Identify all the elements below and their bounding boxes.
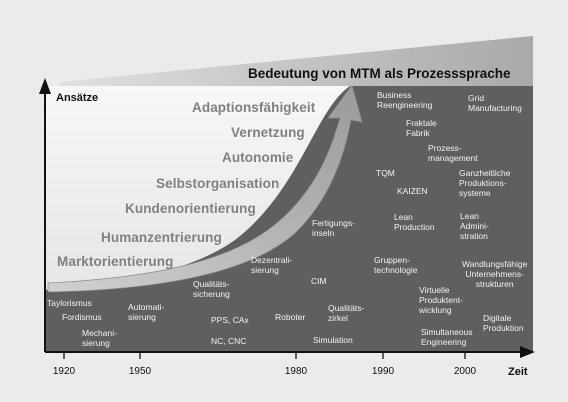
concept-label: Grid Manufacturing: [468, 93, 522, 113]
tick-label-1980: 1980: [284, 366, 308, 377]
concept-label: Gruppen-technologie: [374, 255, 418, 275]
stage-label: Vernetzung: [231, 125, 305, 140]
concept-label: Fordismus: [62, 312, 102, 322]
concept-label: Qualitäts-sicherung: [193, 279, 230, 299]
stage-label: Marktorientierung: [57, 254, 174, 269]
concept-label: CIM: [311, 276, 327, 286]
concept-label: Simultaneous Engineering: [421, 327, 473, 347]
y-axis-arrowhead: [39, 78, 51, 94]
concept-label: Dezentrali-sierung: [251, 255, 293, 275]
concept-label: Simulation: [313, 335, 353, 345]
stage-label: Humanzentrierung: [101, 230, 222, 245]
concept-label: Lean Production: [394, 212, 435, 232]
concept-label: Virtuelle Produktent-wicklung: [419, 285, 463, 315]
concept-label: PPS, CAx: [211, 315, 249, 325]
concept-label: Ganzheitliche Produktions-systeme: [459, 168, 511, 198]
concept-label: Fertigungs-inseln: [312, 218, 355, 238]
light-region: [45, 86, 350, 290]
stage-label: Selbstorganisation: [156, 176, 280, 191]
tick-label-1990: 1990: [371, 366, 395, 377]
concept-label: Qualitäts-zirkel: [328, 303, 365, 323]
concept-label: TQM: [376, 168, 395, 178]
tick-label-1920: 1920: [52, 366, 76, 377]
concept-label: Taylorismus: [47, 298, 92, 308]
tick-label-1950: 1950: [128, 366, 152, 377]
concept-label: Prozess-management: [428, 143, 478, 163]
banner-wedge: [60, 36, 533, 86]
concept-label: Business Reengineering: [377, 90, 433, 110]
tick-label-2000: 2000: [453, 366, 477, 377]
growth-arrow: [47, 84, 363, 293]
y-axis-title: Ansätze: [56, 92, 99, 104]
concept-label: NC, CNC: [211, 336, 247, 346]
banner-title: Bedeutung von MTM als Prozesssprache: [248, 66, 511, 81]
concept-label: Fraktale Fabrik: [406, 118, 437, 138]
x-axis-arrowhead: [520, 346, 535, 358]
concept-label: KAIZEN: [397, 186, 428, 196]
concept-label: Mechani-sierung: [82, 328, 117, 348]
concept-label: Roboter: [275, 312, 306, 322]
concept-label: Wandlungsfähige Unternehmens-strukturen: [462, 259, 528, 289]
concept-label: Automati-sierung: [128, 302, 165, 322]
concept-label: Lean Admini-stration: [460, 211, 489, 241]
concept-label: Digitale Produktion: [483, 313, 524, 333]
stage-label: Kundenorientierung: [125, 201, 256, 216]
stage-label: Adaptionsfähigkeit: [192, 100, 316, 115]
stage-label: Autonomie: [222, 150, 294, 165]
x-axis-title: Zeit: [508, 366, 528, 378]
